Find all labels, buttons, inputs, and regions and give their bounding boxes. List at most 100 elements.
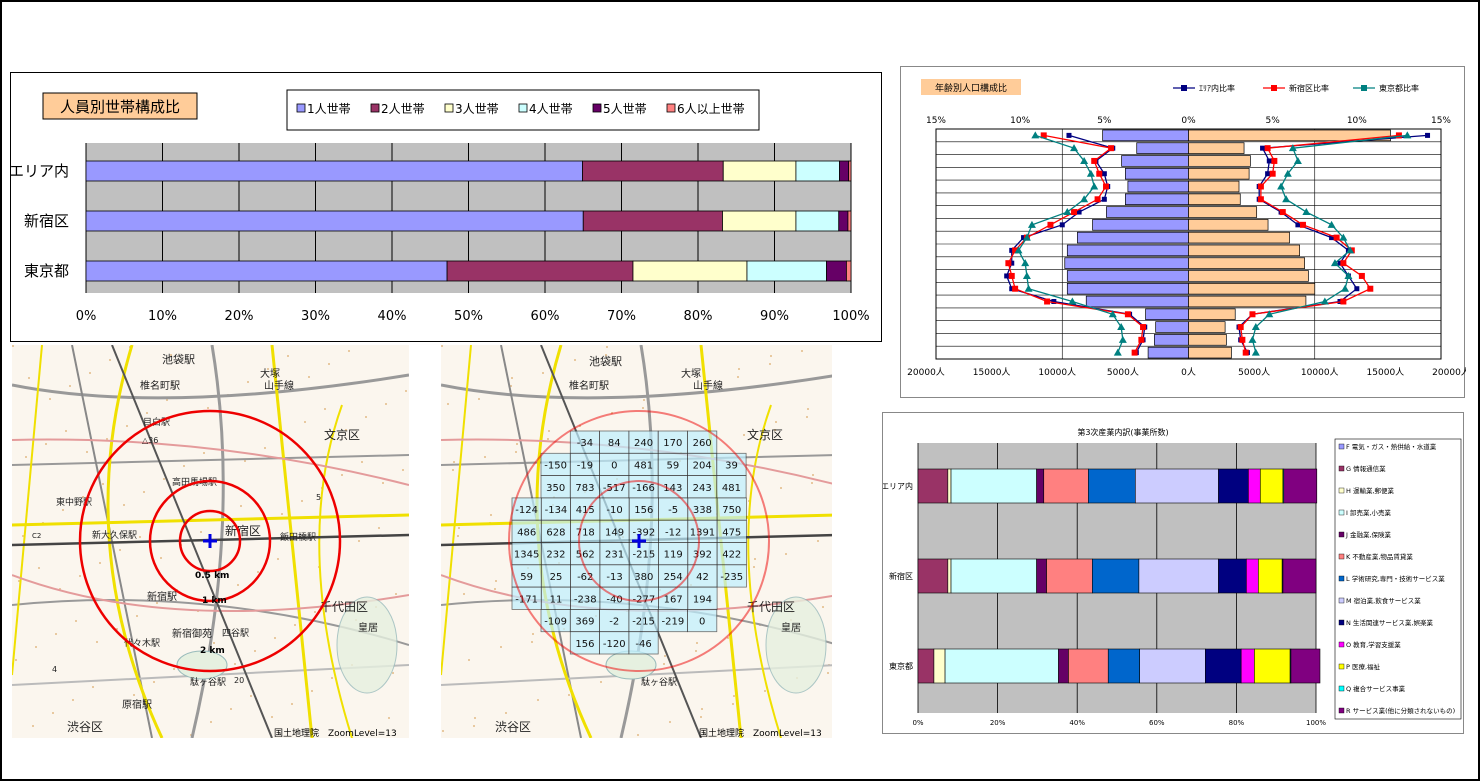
bar-segment <box>1254 648 1291 684</box>
series-marker <box>1251 323 1260 331</box>
bar-segment <box>944 648 1059 684</box>
map-texture <box>817 540 819 542</box>
legend-label: M 宿泊業,飲食サービス業 <box>1346 596 1421 605</box>
pyramid-right-bar <box>1188 155 1251 167</box>
map-label: 東中野駅 <box>56 496 92 508</box>
bar-segment <box>722 160 797 182</box>
series-marker <box>1265 310 1274 318</box>
mesh-value: -215 <box>632 550 655 561</box>
mesh-value: 39 <box>725 460 738 471</box>
legend-swatch <box>1338 575 1345 582</box>
map-label: 20 <box>234 676 244 685</box>
pyramid-right-bar <box>1188 142 1245 154</box>
map-texture <box>361 461 363 463</box>
series-marker <box>1012 247 1019 254</box>
map-texture <box>99 562 101 564</box>
mesh-value: 486 <box>517 527 536 538</box>
map-label: 千代田区 <box>747 600 795 614</box>
map-label: 四谷駅 <box>222 628 249 639</box>
legend-label: H 運輸業,郵便業 <box>1346 486 1395 495</box>
legend-swatch <box>518 103 528 113</box>
series-marker <box>1113 348 1122 356</box>
map-texture <box>385 403 387 405</box>
map-texture <box>49 398 51 400</box>
bar-segment <box>85 160 583 182</box>
bar-segment <box>1218 558 1247 594</box>
mesh-value: -19 <box>577 460 593 471</box>
map-texture <box>294 624 296 626</box>
map-label: 4 <box>52 665 57 674</box>
map-texture <box>328 363 330 365</box>
map-texture <box>22 535 24 537</box>
legend-swatch <box>1338 553 1345 560</box>
chart-title: 人員別世帯構成比 <box>60 98 180 116</box>
map-texture <box>146 412 148 414</box>
map-texture <box>244 460 246 462</box>
household-chart-svg: 0% 10% 20% 30% 40% 50% 60% 70% 80% 90% 100% エリア内新宿区… <box>9 89 870 324</box>
series-marker <box>1086 169 1095 177</box>
category-label: 新宿区 <box>889 571 913 581</box>
map-texture <box>119 549 121 551</box>
bar-segment <box>917 468 949 504</box>
bar-segment <box>1135 468 1219 504</box>
pyramid-right-bar <box>1188 295 1307 308</box>
bottom-tick-label: 0人 <box>1181 367 1196 378</box>
map-texture <box>453 461 455 463</box>
map-texture <box>822 606 824 608</box>
map-texture <box>35 646 37 648</box>
series-marker <box>1080 195 1089 203</box>
series-marker <box>1101 171 1107 177</box>
mesh-map[interactable]: 池袋駅 椎名町駅 大塚 山手線 文京区 千代田区 皇居 渋谷区 駄ヶ谷駅 -34 84 240 170 2… <box>441 345 832 738</box>
mesh-value: -235 <box>720 572 743 583</box>
pyramid-left-bar <box>1106 206 1189 218</box>
top-tick-label: 10% <box>1347 116 1367 126</box>
bar-segment <box>847 210 852 232</box>
legend-label: F 電気・ガス・熱供給・水道業 <box>1346 442 1437 451</box>
bar-segment <box>917 648 935 684</box>
map-texture <box>308 376 310 378</box>
map-texture <box>474 717 476 719</box>
radius-circle <box>178 509 242 573</box>
bottom-tick-label: 15000人 <box>1367 367 1405 378</box>
category-label: エリア内 <box>883 481 913 491</box>
map-texture <box>442 730 444 732</box>
map-texture <box>123 504 125 506</box>
map-texture <box>495 580 497 582</box>
radius-circle <box>78 409 342 673</box>
bar-segment <box>85 260 448 282</box>
bar-segment <box>826 260 847 282</box>
series-marker <box>1269 170 1276 177</box>
x-tick-label: 70% <box>607 309 636 324</box>
pyramid-left-bar <box>1155 321 1189 333</box>
map-texture <box>274 637 276 639</box>
mesh-value: 240 <box>634 438 653 449</box>
map-texture <box>12 345 14 347</box>
series-marker <box>1344 271 1353 279</box>
legend-swatch <box>666 103 676 113</box>
map-texture <box>38 567 40 569</box>
pyramid-left-bar <box>1145 308 1189 321</box>
series-marker <box>1237 324 1244 331</box>
legend-label: 2人世帯 <box>381 102 425 116</box>
bottom-tick-label: 10000人 <box>1301 367 1339 378</box>
radius-map[interactable]: 池袋駅 椎名町駅 大塚 山手線 文京区 目白駅 高田馬場駅 新宿区 東中野駅 新大久保駅 飯田橋駅新… <box>12 345 409 738</box>
map-label: 渋谷区 <box>495 720 531 734</box>
mesh-value: 628 <box>546 527 565 538</box>
map-texture <box>392 672 394 674</box>
mesh-value: 380 <box>634 572 653 583</box>
series-marker <box>1024 284 1033 292</box>
map-texture <box>166 399 168 401</box>
mesh-value: -62 <box>577 572 593 583</box>
legend-swatch <box>592 103 602 113</box>
map-texture <box>277 558 279 560</box>
map-texture <box>537 699 539 701</box>
map-label: 千代田区 <box>320 600 368 614</box>
bar-segment <box>950 558 1037 594</box>
map-texture <box>700 716 702 718</box>
bottom-tick-label: 5000人 <box>1238 367 1270 378</box>
map-texture <box>190 734 192 736</box>
legend-box <box>1334 438 1462 720</box>
pyramid-left-bar <box>1066 282 1189 295</box>
map-texture <box>695 650 697 652</box>
mesh-value: -238 <box>574 594 597 605</box>
